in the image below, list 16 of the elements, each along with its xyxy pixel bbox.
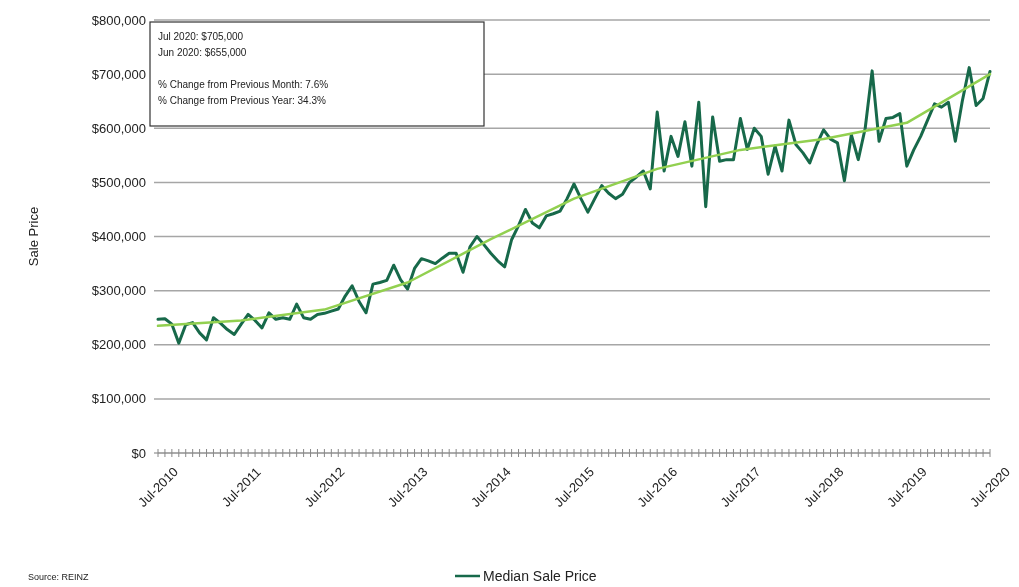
legend-label: Median Sale Price — [483, 567, 597, 584]
annotation: % Change from Previous Year: 34.3% — [158, 95, 326, 106]
y-tick-label: $200,000 — [91, 337, 146, 353]
annotation: Jul 2020: $705,000 — [158, 31, 244, 42]
y-tick-label: $0 — [131, 445, 146, 461]
annotation: % Change from Previous Month: 7.6% — [158, 79, 329, 90]
y-tick-label: $300,000 — [91, 283, 146, 299]
y-tick-label: $500,000 — [91, 174, 146, 190]
y-tick-label: $100,000 — [91, 391, 146, 407]
y-tick-label: $800,000 — [91, 12, 146, 28]
source-note: Source: REINZ — [28, 572, 90, 582]
y-axis-title: Sale Price — [26, 206, 41, 267]
y-tick-label: $600,000 — [91, 120, 146, 136]
y-tick-label: $700,000 — [91, 66, 146, 82]
annotation: Jun 2020: $655,000 — [158, 47, 247, 58]
y-tick-label: $400,000 — [91, 229, 146, 245]
